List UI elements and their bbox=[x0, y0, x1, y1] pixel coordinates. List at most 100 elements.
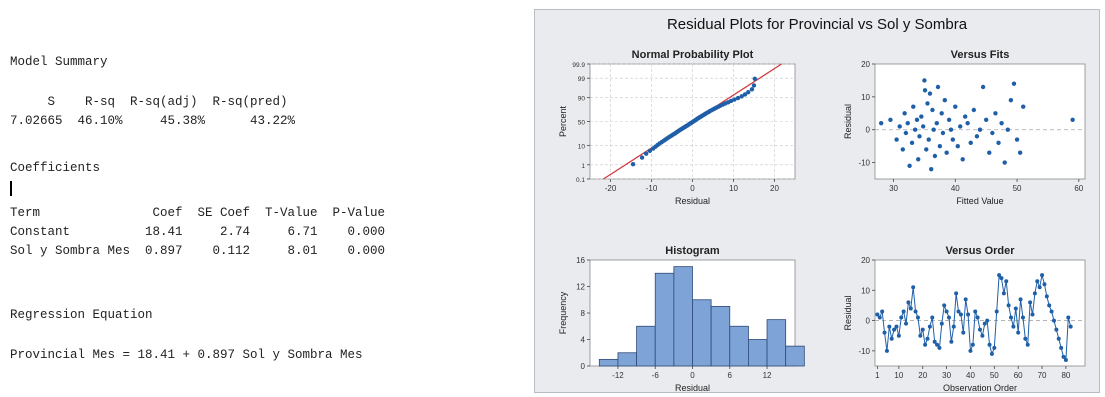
histogram-xtick-label: 12 bbox=[763, 371, 772, 380]
histogram-xlabel: Residual bbox=[675, 383, 710, 392]
normal-probability-xtick-label: 10 bbox=[729, 184, 738, 193]
versus-fits-point bbox=[993, 111, 998, 116]
versus-fits-point bbox=[946, 117, 952, 123]
versus-fits-point bbox=[960, 157, 965, 162]
versus-fits-title: Versus Fits bbox=[951, 49, 1010, 61]
normal-probability-ytick-label: 10 bbox=[578, 143, 586, 150]
versus-order-point bbox=[973, 309, 978, 314]
versus-fits-point bbox=[919, 114, 924, 119]
versus-order-point bbox=[884, 348, 889, 353]
versus-order-point bbox=[913, 309, 918, 314]
text-cursor bbox=[10, 181, 12, 196]
versus-order-point bbox=[1028, 300, 1033, 305]
histogram-bar bbox=[673, 266, 693, 367]
versus-fits-point bbox=[888, 117, 893, 123]
histogram-bar bbox=[766, 319, 787, 367]
versus-order-point bbox=[1032, 291, 1037, 296]
versus-order-point bbox=[1054, 327, 1059, 332]
versus-order-xtick-label: 60 bbox=[1014, 371, 1023, 380]
versus-order-point bbox=[946, 315, 951, 320]
normal-probability-ytick-label: 90 bbox=[578, 96, 586, 103]
versus-fits-point bbox=[902, 111, 907, 116]
histogram-bar bbox=[598, 358, 619, 367]
versus-fits-point bbox=[917, 134, 922, 139]
versus-order-point bbox=[923, 342, 928, 347]
histogram-ylabel: Frequency bbox=[558, 291, 568, 334]
normal-probability-xtick-label: 20 bbox=[770, 184, 779, 193]
versus-order-point bbox=[882, 330, 887, 335]
normal-probability-title: Normal Probability Plot bbox=[632, 49, 754, 61]
versus-fits-point bbox=[924, 147, 929, 152]
versus-order-point bbox=[985, 318, 990, 323]
versus-fits-point bbox=[922, 78, 927, 83]
normal-probability-ylabel: Percent bbox=[558, 105, 568, 137]
versus-order-line bbox=[876, 273, 1072, 362]
versus-order-point bbox=[935, 342, 940, 347]
versus-order-point bbox=[1025, 342, 1030, 347]
versus-fits-point bbox=[911, 104, 916, 109]
versus-order-point bbox=[887, 324, 892, 329]
versus-order-point bbox=[925, 336, 930, 341]
versus-fits-point bbox=[950, 137, 956, 142]
model-summary-values-row: 7.02665 46.10% 45.38% 43.22% bbox=[10, 114, 296, 128]
versus-order-title: Versus Order bbox=[945, 245, 1015, 257]
versus-order-point bbox=[1009, 315, 1014, 320]
histogram-ytick-label: 16 bbox=[576, 256, 585, 265]
versus-fits-point bbox=[1070, 117, 1075, 123]
histogram-ytick-label: 12 bbox=[576, 283, 585, 292]
versus-order-point bbox=[1030, 312, 1035, 317]
versus-order-point bbox=[970, 342, 975, 347]
model-summary-header-row: S R-sq R-sq(adj) R-sq(pred) bbox=[10, 95, 288, 109]
model-summary-heading: Model Summary bbox=[10, 55, 108, 69]
versus-order-point bbox=[951, 324, 956, 329]
versus-fits-point bbox=[971, 107, 977, 113]
versus-order-point bbox=[987, 342, 992, 347]
versus-order-point bbox=[1013, 306, 1018, 311]
versus-order-point bbox=[1020, 315, 1025, 320]
versus-fits-point bbox=[955, 143, 960, 149]
versus-fits-point bbox=[948, 127, 954, 132]
histogram-xtick-label: -12 bbox=[612, 371, 624, 380]
versus-order-ytick-label: 0 bbox=[866, 317, 871, 326]
versus-order-point bbox=[877, 315, 882, 320]
versus-order-point bbox=[949, 339, 954, 344]
versus-order-xtick-label: 1 bbox=[875, 371, 880, 380]
versus-order-point bbox=[999, 276, 1004, 281]
figure-title: Residual Plots for Provincial vs Sol y S… bbox=[666, 16, 968, 33]
normal-probability-point bbox=[630, 162, 636, 167]
regression-equation: Provincial Mes = 18.41 + 0.897 Sol y Som… bbox=[10, 348, 363, 362]
versus-fits-point bbox=[897, 124, 902, 129]
versus-order-plot-area bbox=[874, 259, 1086, 367]
versus-fits-point bbox=[983, 117, 989, 123]
versus-fits-point bbox=[912, 127, 918, 132]
versus-fits-ytick-label: -10 bbox=[858, 159, 870, 168]
versus-fits-point bbox=[1008, 97, 1014, 103]
versus-fits-point bbox=[931, 127, 936, 132]
versus-order-point bbox=[899, 315, 904, 320]
versus-order-point bbox=[963, 297, 968, 302]
versus-fits-point bbox=[925, 101, 930, 106]
versus-order-point bbox=[930, 315, 935, 320]
versus-order-point bbox=[978, 327, 982, 332]
versus-order-point bbox=[1056, 336, 1061, 341]
histogram-bar bbox=[692, 299, 712, 367]
normal-probability-ytick-label: 99 bbox=[578, 76, 586, 83]
histogram-bar bbox=[710, 305, 731, 367]
coefficients-row-constant: Constant 18.41 2.74 6.71 0.000 bbox=[10, 225, 386, 239]
versus-fits-xtick-label: 60 bbox=[1074, 184, 1083, 193]
versus-order-point bbox=[992, 345, 997, 350]
versus-order-point bbox=[904, 321, 909, 326]
versus-order-point bbox=[915, 315, 920, 320]
versus-order-xtick-label: 30 bbox=[942, 371, 951, 380]
residual-plots-canvas: Normal Probability Plot-20 -10 0 10 200.1110… bbox=[558, 49, 1086, 393]
versus-fits-point bbox=[940, 130, 946, 136]
versus-fits-ytick-label: 0 bbox=[866, 126, 871, 135]
versus-fits-xtick-label: 40 bbox=[951, 184, 960, 193]
histogram-title: Histogram bbox=[665, 245, 720, 257]
versus-fits-point bbox=[916, 157, 921, 162]
versus-order-point bbox=[906, 300, 911, 305]
versus-order-point bbox=[1063, 357, 1068, 362]
normal-probability-point bbox=[639, 155, 645, 160]
versus-order-point bbox=[1023, 336, 1028, 341]
versus-order-point bbox=[896, 333, 901, 338]
